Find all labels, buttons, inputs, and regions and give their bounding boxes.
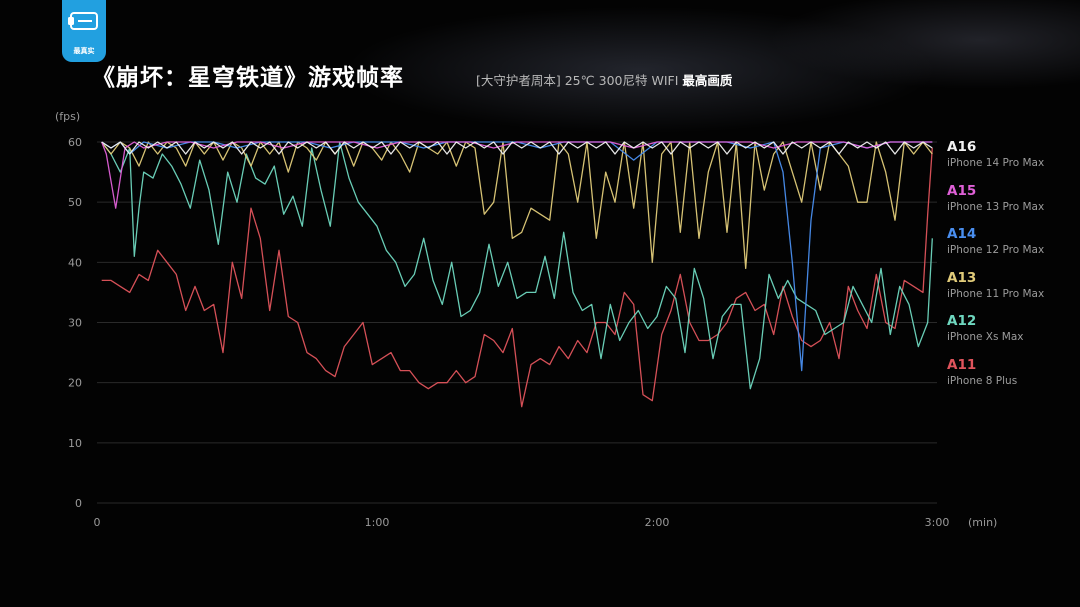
series-line-a11 xyxy=(101,147,933,408)
legend-chip-label: A12 xyxy=(947,313,977,329)
legend-device-label: iPhone 13 Pro Max xyxy=(947,200,1045,213)
series-line-a14 xyxy=(101,141,933,372)
y-tick-label: 30 xyxy=(68,317,82,330)
axis-layer: 0 10 20 30 40 50 60 0 1:00 2:00 3:00 (fps) (min) xyxy=(55,110,997,529)
legend-item-a16: A16 iPhone 14 Pro Max xyxy=(947,139,1077,170)
y-tick-label: 10 xyxy=(68,437,82,450)
legend-chip-label: A14 xyxy=(947,226,977,242)
y-tick-label: 60 xyxy=(68,136,82,149)
y-axis-label: (fps) xyxy=(55,110,80,123)
legend-chip-label: A15 xyxy=(947,182,977,199)
legend-chip-label: A16 xyxy=(947,139,977,155)
quality-text: 最高画质 xyxy=(682,73,733,88)
grid-layer xyxy=(97,141,937,504)
x-tick-label: 0 xyxy=(94,516,101,529)
logo-icon xyxy=(68,12,98,30)
logo-text: 最真实 xyxy=(73,47,95,55)
x-tick-label: 3:00 xyxy=(925,516,950,529)
series-layer xyxy=(101,141,933,408)
legend-chip-label: A13 xyxy=(947,269,977,286)
test-conditions: [大守护者周本] 25℃ 300尼特 WIFI 最高画质 xyxy=(476,70,732,89)
legend-device-label: iPhone 11 Pro Max xyxy=(947,287,1045,300)
legend-item-a14: A14 iPhone 12 Pro Max xyxy=(947,226,1077,257)
legend-device-label: iPhone 12 Pro Max xyxy=(947,244,1045,256)
legend-item-a11: A11 iPhone 8 Plus xyxy=(947,357,1077,388)
y-tick-label: 40 xyxy=(68,256,82,269)
legend-item-a13: A13 iPhone 11 Pro Max xyxy=(947,270,1077,301)
series-line-a15 xyxy=(101,141,933,209)
x-tick-label: 2:00 xyxy=(645,516,670,529)
page-title: 《崩坏：星穹铁道》游戏帧率 xyxy=(92,65,404,91)
legend-device-label: iPhone 14 Pro Max xyxy=(947,157,1045,169)
series-line-a13 xyxy=(101,141,933,270)
y-tick-label: 0 xyxy=(75,497,82,510)
legend-chip-label: A11 xyxy=(947,356,977,373)
legend-item-a12: A12 iPhone Xs Max xyxy=(947,313,1077,344)
brand-logo: 最真实 xyxy=(62,0,106,62)
legend-device-label: iPhone Xs Max xyxy=(947,331,1024,343)
conditions-text: [大守护者周本] 25℃ 300尼特 WIFI xyxy=(476,73,679,88)
y-tick-label: 50 xyxy=(68,196,82,209)
legend-device-label: iPhone 8 Plus xyxy=(947,374,1018,387)
series-line-a16 xyxy=(101,141,933,155)
x-axis-label: (min) xyxy=(968,516,997,529)
legend-item-a15: A15 iPhone 13 Pro Max xyxy=(947,183,1077,214)
y-tick-label: 20 xyxy=(68,377,82,390)
x-tick-label: 1:00 xyxy=(365,516,390,529)
